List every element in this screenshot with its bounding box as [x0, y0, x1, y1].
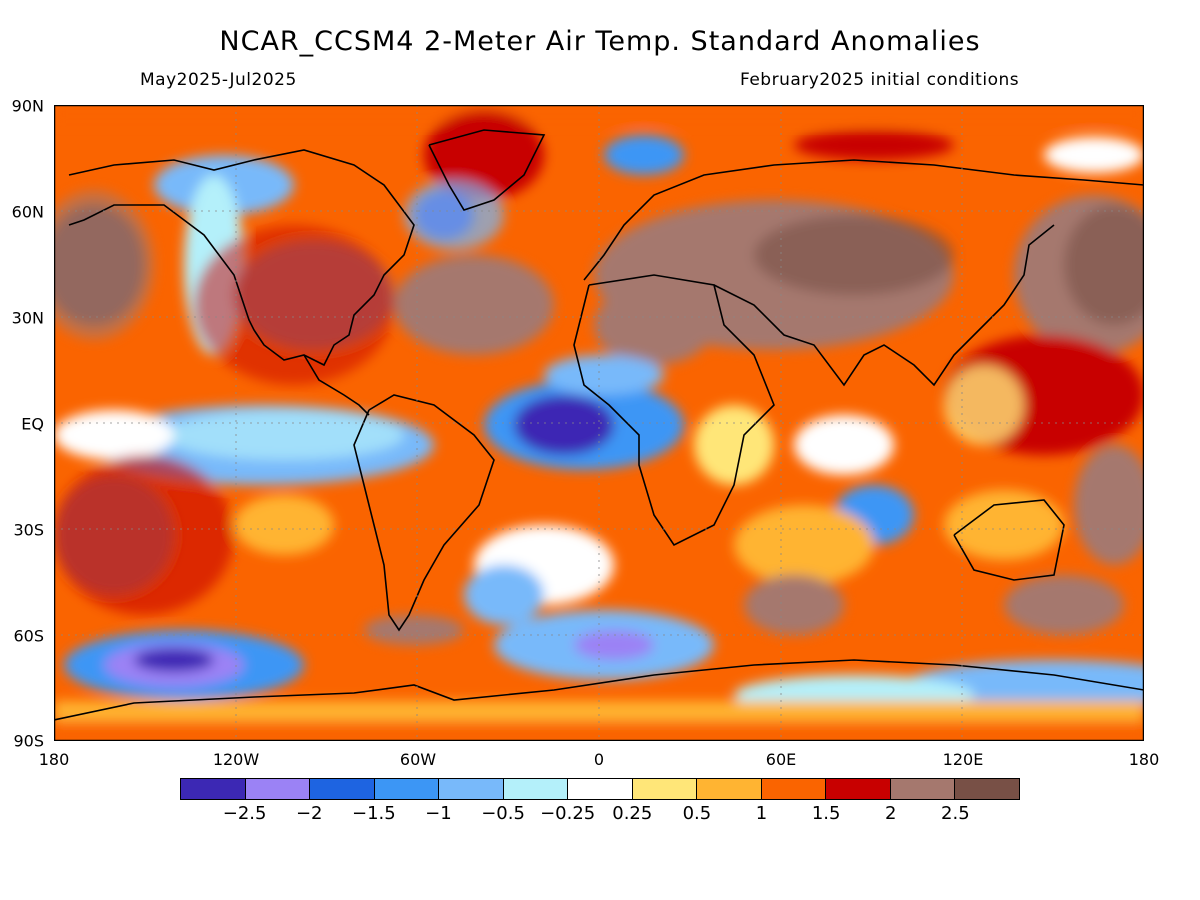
colorbar-swatch [310, 779, 375, 799]
colorbar-tick-label: 1 [755, 803, 768, 824]
lat-label-90n: 90N [11, 96, 44, 116]
initial-conditions: February2025 initial conditions [740, 70, 1020, 90]
colorbar-swatch [761, 779, 827, 799]
colorbar-tick-label: −0.25 [540, 803, 596, 824]
colorbar-swatch [568, 779, 633, 799]
lon-label-0: 0 [593, 750, 605, 769]
forecast-period: May2025-Jul2025 [140, 70, 297, 90]
anomaly-map [54, 105, 1144, 741]
colorbar [180, 778, 1020, 800]
lon-label-120e: 120E [942, 750, 984, 769]
colorbar-tick-label: −1 [425, 803, 452, 824]
colorbar-swatch [697, 779, 762, 799]
colorbar-swatch [181, 779, 246, 799]
anomaly-shading [54, 105, 1144, 741]
lon-label-180w: 180 [38, 750, 70, 769]
colorbar-tick-label: −1.5 [351, 803, 396, 824]
lat-label-30s: 30S [13, 520, 44, 540]
lat-label-60n: 60N [11, 202, 44, 222]
colorbar-tick-label: −0.5 [481, 803, 525, 824]
lat-label-eq: EQ [21, 414, 44, 434]
lon-label-120w: 120W [212, 750, 260, 769]
lon-label-60w: 60W [399, 750, 437, 769]
lon-label-180e: 180 [1128, 750, 1160, 769]
colorbar-tick-label: 2.5 [941, 803, 970, 824]
colorbar-tick-label: 0.25 [612, 803, 653, 824]
lat-label-60s: 60S [13, 626, 44, 646]
colorbar-swatch [245, 779, 311, 799]
map-title: NCAR_CCSM4 2-Meter Air Temp. Standard An… [219, 26, 981, 57]
colorbar-tick-label: 0.5 [682, 803, 712, 824]
colorbar-swatch [826, 779, 891, 799]
colorbar-swatch [890, 779, 956, 799]
map-gridlines [54, 105, 1144, 741]
colorbar-swatch [374, 779, 440, 799]
colorbar-tick-label: 1.5 [811, 803, 841, 824]
map-border [54, 105, 1144, 741]
colorbar-tick-label: −2 [295, 803, 323, 824]
colorbar-tick-label: 2 [885, 803, 897, 824]
coastlines [54, 129, 1144, 721]
colorbar-tick-label: −2.5 [222, 803, 267, 824]
lat-label-90s: 90S [13, 731, 44, 751]
lat-label-30n: 30N [11, 308, 44, 328]
colorbar-swatch [503, 779, 569, 799]
colorbar-swatch [955, 779, 1019, 799]
colorbar-swatch [439, 779, 504, 799]
colorbar-swatch [632, 779, 698, 799]
lon-label-60e: 60E [765, 750, 797, 769]
